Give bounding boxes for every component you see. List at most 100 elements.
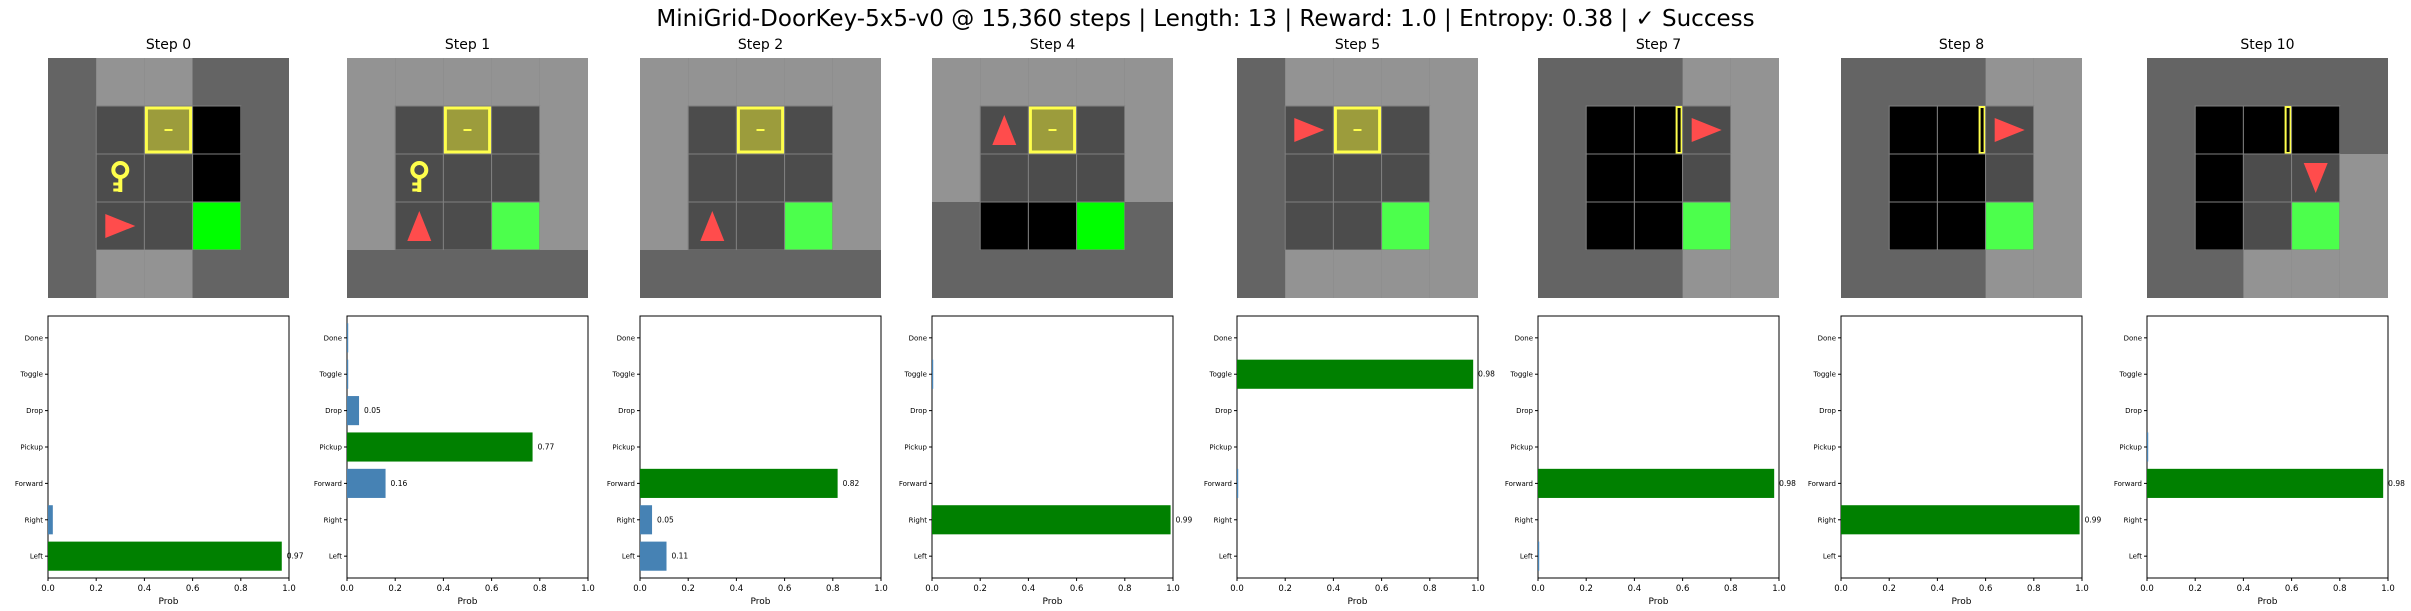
bar-value-label: 0.98 bbox=[1478, 370, 1495, 379]
grid-cell bbox=[2033, 250, 2082, 298]
x-tick-label: 0.6 bbox=[1979, 584, 1993, 594]
y-tick-label: Right bbox=[1214, 516, 1233, 524]
grid-cell bbox=[1381, 250, 1430, 298]
y-tick-label: Drop bbox=[910, 407, 927, 415]
grid-cell bbox=[1682, 58, 1731, 106]
grid-cell bbox=[2033, 106, 2082, 154]
bar bbox=[1237, 468, 1239, 498]
grid-cell bbox=[1028, 250, 1077, 298]
y-tick-label: Pickup bbox=[1813, 444, 1836, 452]
door-open bbox=[2284, 106, 2292, 154]
step-title: Step 10 bbox=[2240, 37, 2294, 53]
y-tick-label: Done bbox=[1818, 334, 1836, 342]
axes-frame bbox=[1537, 315, 1780, 579]
y-tick-label: Left bbox=[1520, 553, 1533, 561]
y-tick-label: Forward bbox=[1204, 480, 1232, 488]
x-axis-label: Prob bbox=[1649, 597, 1669, 607]
grid-cell bbox=[347, 250, 396, 298]
y-tick-label: Drop bbox=[26, 407, 43, 415]
grid-frame bbox=[1538, 58, 1779, 298]
x-tick-label: 1.0 bbox=[282, 584, 296, 594]
grid-cell bbox=[932, 202, 981, 250]
bar-value-label: 0.97 bbox=[287, 552, 304, 561]
grid-cell bbox=[832, 106, 881, 154]
y-tick-label: Drop bbox=[618, 407, 635, 415]
grid-cell bbox=[832, 202, 881, 250]
grid-cell bbox=[1076, 154, 1125, 202]
grid-cell bbox=[784, 202, 833, 250]
grid-cell bbox=[2147, 106, 2196, 154]
grid-cell bbox=[1333, 58, 1382, 106]
x-tick-label: 0.2 bbox=[681, 584, 695, 594]
grid-cell bbox=[1586, 202, 1635, 250]
bar-value-label: 0.99 bbox=[2085, 515, 2102, 524]
grid-cell bbox=[144, 250, 193, 298]
grid-frame bbox=[1841, 58, 2082, 298]
x-tick-label: 0.8 bbox=[1423, 584, 1437, 594]
grid-cell bbox=[640, 250, 689, 298]
bar-value-label: 0.11 bbox=[672, 552, 689, 561]
grid-cell bbox=[1333, 250, 1382, 298]
grid-cell bbox=[144, 154, 193, 202]
agent-triangle bbox=[105, 214, 136, 238]
grid-cell bbox=[96, 250, 145, 298]
figure-title: MiniGrid-DoorKey-5x5-v0 @ 15,360 steps |… bbox=[656, 6, 1755, 32]
grid-cell bbox=[832, 250, 881, 298]
grid-cell bbox=[443, 202, 492, 250]
x-tick-label: 1.0 bbox=[2075, 584, 2089, 594]
y-tick-label: Toggle bbox=[2118, 371, 2142, 379]
x-tick-label: 0.4 bbox=[1327, 584, 1341, 594]
grid-cell bbox=[192, 106, 241, 154]
x-tick-label: 0.8 bbox=[1118, 584, 1132, 594]
grid-frame bbox=[347, 58, 588, 298]
x-tick-label: 0.4 bbox=[730, 584, 744, 594]
x-tick-label: 0.6 bbox=[1676, 584, 1690, 594]
x-axis-label: Prob bbox=[458, 597, 478, 607]
grid-cell bbox=[96, 106, 145, 154]
grid-cell bbox=[1429, 58, 1478, 106]
x-tick-label: 0.4 bbox=[437, 584, 451, 594]
grid-cell bbox=[1124, 154, 1173, 202]
bar bbox=[1237, 359, 1474, 389]
door-locked bbox=[1028, 106, 1077, 154]
grid-cell bbox=[1237, 106, 1286, 154]
grid-cell bbox=[443, 250, 492, 298]
grid-cell bbox=[2147, 202, 2196, 250]
bar-value-label: 0.05 bbox=[364, 406, 381, 415]
grid-cell bbox=[688, 58, 737, 106]
y-tick-label: Done bbox=[1515, 334, 1533, 342]
grid-cell bbox=[1381, 106, 1430, 154]
grid-cell bbox=[1538, 58, 1587, 106]
bar bbox=[347, 396, 360, 426]
axes-frame bbox=[2146, 315, 2389, 579]
grid-cell bbox=[2243, 106, 2292, 154]
y-tick-label: Pickup bbox=[904, 444, 927, 452]
bar bbox=[347, 468, 386, 498]
grid-cell bbox=[640, 106, 689, 154]
bar-value-label: 0.98 bbox=[1779, 479, 1796, 488]
grid-cell bbox=[1381, 154, 1430, 202]
agent-triangle bbox=[1691, 118, 1722, 142]
y-tick-label: Drop bbox=[325, 407, 342, 415]
x-tick-label: 0.2 bbox=[388, 584, 402, 594]
grid-cell bbox=[192, 58, 241, 106]
bar-value-label: 0.82 bbox=[843, 479, 860, 488]
grid-cell bbox=[2291, 202, 2340, 250]
grid-cell bbox=[640, 202, 689, 250]
bar bbox=[1538, 468, 1775, 498]
x-tick-label: 0.4 bbox=[1628, 584, 1642, 594]
y-tick-label: Left bbox=[1219, 553, 1232, 561]
y-tick-label: Forward bbox=[15, 480, 43, 488]
grid-cell bbox=[1730, 202, 1779, 250]
grid-cell bbox=[192, 202, 241, 250]
x-tick-label: 0.2 bbox=[973, 584, 987, 594]
y-tick-label: Done bbox=[1214, 334, 1232, 342]
x-tick-label: 1.0 bbox=[1471, 584, 1485, 594]
axes-frame bbox=[47, 315, 290, 579]
grid-frame bbox=[932, 58, 1173, 298]
y-tick-label: Toggle bbox=[1208, 371, 1232, 379]
x-tick-label: 1.0 bbox=[1772, 584, 1786, 594]
bar bbox=[2147, 468, 2384, 498]
grid-cell bbox=[2195, 202, 2244, 250]
grid-cell bbox=[2147, 58, 2196, 106]
